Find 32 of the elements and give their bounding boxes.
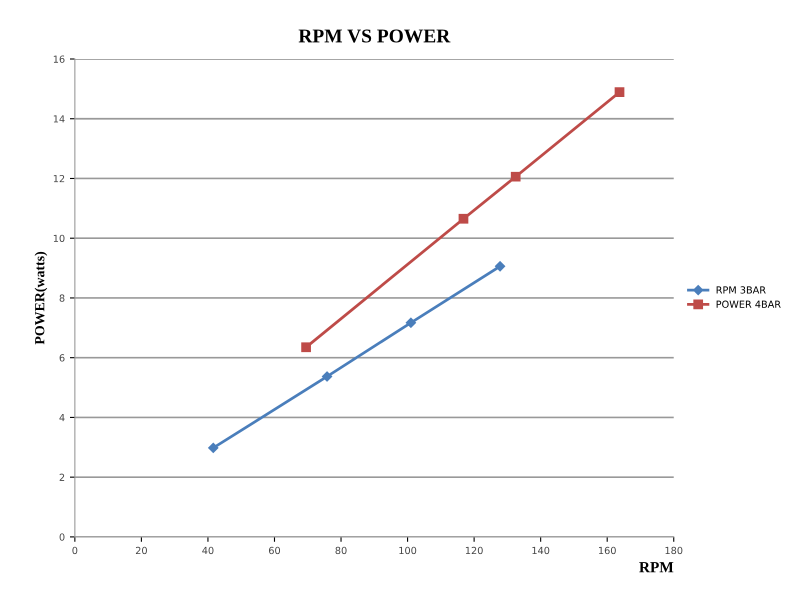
y-tick-label: 6: [60, 354, 65, 362]
x-tick-label: 140: [532, 546, 550, 554]
y-tick-label: 8: [60, 294, 64, 302]
point: [510, 172, 521, 182]
x-axis-title: RPM: [639, 562, 674, 572]
point: [406, 318, 416, 328]
y-tick-label: 14: [54, 115, 65, 122]
y-axis-title: POWER(watts): [34, 252, 48, 344]
point: [458, 214, 468, 224]
y-tick-label: 0: [60, 533, 64, 541]
chart-title: RPM VS POWER: [298, 29, 450, 43]
y-tick-label: 10: [54, 234, 64, 242]
x-tick-label: 0: [72, 546, 78, 554]
x-tick-label: 120: [466, 546, 483, 554]
x-tick-label: 160: [598, 546, 616, 554]
x-tick-label: 40: [202, 546, 214, 554]
point: [614, 87, 624, 98]
point: [301, 342, 311, 352]
x-tick-label: 100: [399, 546, 416, 554]
x-tick-label: 80: [336, 546, 347, 554]
y-tick-label: 2: [60, 474, 64, 481]
point: [208, 442, 218, 454]
y-tick-label: 12: [54, 174, 64, 182]
point: [494, 261, 506, 272]
legend-label: POWER 4BAR: [716, 300, 781, 308]
y-tick-label: 4: [59, 414, 65, 422]
x-tick-label: 20: [136, 546, 147, 554]
y-tick-label: 16: [54, 55, 65, 63]
x-tick-label: 60: [268, 546, 280, 554]
x-tick-label: 180: [666, 546, 682, 554]
point: [322, 371, 332, 382]
legend-label: RPM 3BAR: [716, 286, 766, 294]
